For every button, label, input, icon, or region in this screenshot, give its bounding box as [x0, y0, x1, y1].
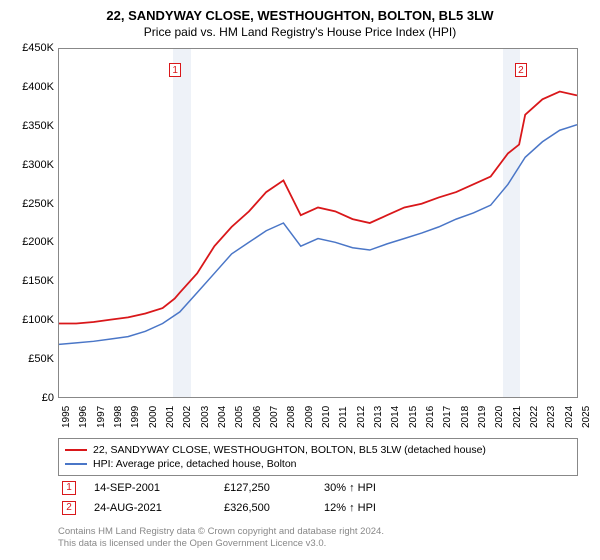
y-tick-label: £250K	[22, 198, 54, 210]
chart-sale-marker: 2	[515, 63, 527, 77]
y-tick-label: £200K	[22, 236, 54, 248]
footer-line: This data is licensed under the Open Gov…	[58, 538, 578, 550]
sale-marker-icon: 2	[62, 501, 76, 515]
hpi-line	[59, 125, 577, 345]
chart-sale-marker: 1	[169, 63, 181, 77]
x-tick-label: 2024	[564, 406, 575, 428]
sale-hpi-delta: 30% ↑ HPI	[324, 482, 424, 494]
sale-price: £326,500	[224, 502, 324, 514]
x-tick-label: 2013	[373, 406, 384, 428]
sales-table: 1 14-SEP-2001 £127,250 30% ↑ HPI 2 24-AU…	[58, 478, 578, 518]
x-tick-label: 2010	[321, 406, 332, 428]
chart-title: 22, SANDYWAY CLOSE, WESTHOUGHTON, BOLTON…	[0, 0, 600, 23]
x-tick-label: 1996	[78, 406, 89, 428]
x-tick-label: 2021	[512, 406, 523, 428]
x-tick-label: 1997	[96, 406, 107, 428]
x-tick-label: 2001	[165, 406, 176, 428]
x-tick-label: 1999	[130, 406, 141, 428]
legend-swatch	[65, 449, 87, 451]
x-tick-label: 2020	[494, 406, 505, 428]
x-tick-label: 2011	[338, 406, 349, 428]
legend-item-price: 22, SANDYWAY CLOSE, WESTHOUGHTON, BOLTON…	[65, 443, 571, 457]
x-tick-label: 2005	[234, 406, 245, 428]
sale-date: 14-SEP-2001	[94, 482, 224, 494]
x-tick-label: 2009	[304, 406, 315, 428]
y-tick-label: £450K	[22, 42, 54, 54]
sale-marker-icon: 1	[62, 481, 76, 495]
sale-date: 24-AUG-2021	[94, 502, 224, 514]
x-tick-label: 2019	[477, 406, 488, 428]
sale-hpi-delta: 12% ↑ HPI	[324, 502, 424, 514]
y-tick-label: £400K	[22, 81, 54, 93]
price-paid-line	[59, 92, 577, 324]
legend-label: 22, SANDYWAY CLOSE, WESTHOUGHTON, BOLTON…	[93, 444, 486, 456]
footer-line: Contains HM Land Registry data © Crown c…	[58, 526, 578, 538]
x-tick-label: 2008	[286, 406, 297, 428]
legend-item-hpi: HPI: Average price, detached house, Bolt…	[65, 457, 571, 471]
x-tick-label: 1998	[113, 406, 124, 428]
sale-row-2: 2 24-AUG-2021 £326,500 12% ↑ HPI	[58, 498, 578, 518]
legend-swatch	[65, 463, 87, 465]
x-tick-label: 2006	[252, 406, 263, 428]
footer-attribution: Contains HM Land Registry data © Crown c…	[58, 526, 578, 550]
x-tick-label: 1995	[61, 406, 72, 428]
chart-plot-area: 12	[58, 48, 578, 398]
x-tick-label: 2022	[529, 406, 540, 428]
x-tick-label: 2025	[581, 406, 592, 428]
x-tick-label: 2002	[182, 406, 193, 428]
y-tick-label: £150K	[22, 275, 54, 287]
x-tick-label: 2004	[217, 406, 228, 428]
y-tick-label: £350K	[22, 120, 54, 132]
x-tick-label: 2012	[356, 406, 367, 428]
x-tick-label: 2014	[390, 406, 401, 428]
sale-price: £127,250	[224, 482, 324, 494]
y-tick-label: £0	[42, 392, 54, 404]
chart-subtitle: Price paid vs. HM Land Registry's House …	[0, 23, 600, 43]
x-tick-label: 2016	[425, 406, 436, 428]
x-tick-label: 2018	[460, 406, 471, 428]
x-tick-label: 2017	[442, 406, 453, 428]
x-tick-label: 2000	[148, 406, 159, 428]
x-tick-label: 2015	[408, 406, 419, 428]
legend: 22, SANDYWAY CLOSE, WESTHOUGHTON, BOLTON…	[58, 438, 578, 476]
sale-row-1: 1 14-SEP-2001 £127,250 30% ↑ HPI	[58, 478, 578, 498]
x-tick-label: 2003	[200, 406, 211, 428]
x-tick-label: 2007	[269, 406, 280, 428]
x-tick-label: 2023	[546, 406, 557, 428]
y-tick-label: £100K	[22, 314, 54, 326]
y-tick-label: £50K	[28, 353, 54, 365]
y-tick-label: £300K	[22, 159, 54, 171]
legend-label: HPI: Average price, detached house, Bolt…	[93, 458, 297, 470]
